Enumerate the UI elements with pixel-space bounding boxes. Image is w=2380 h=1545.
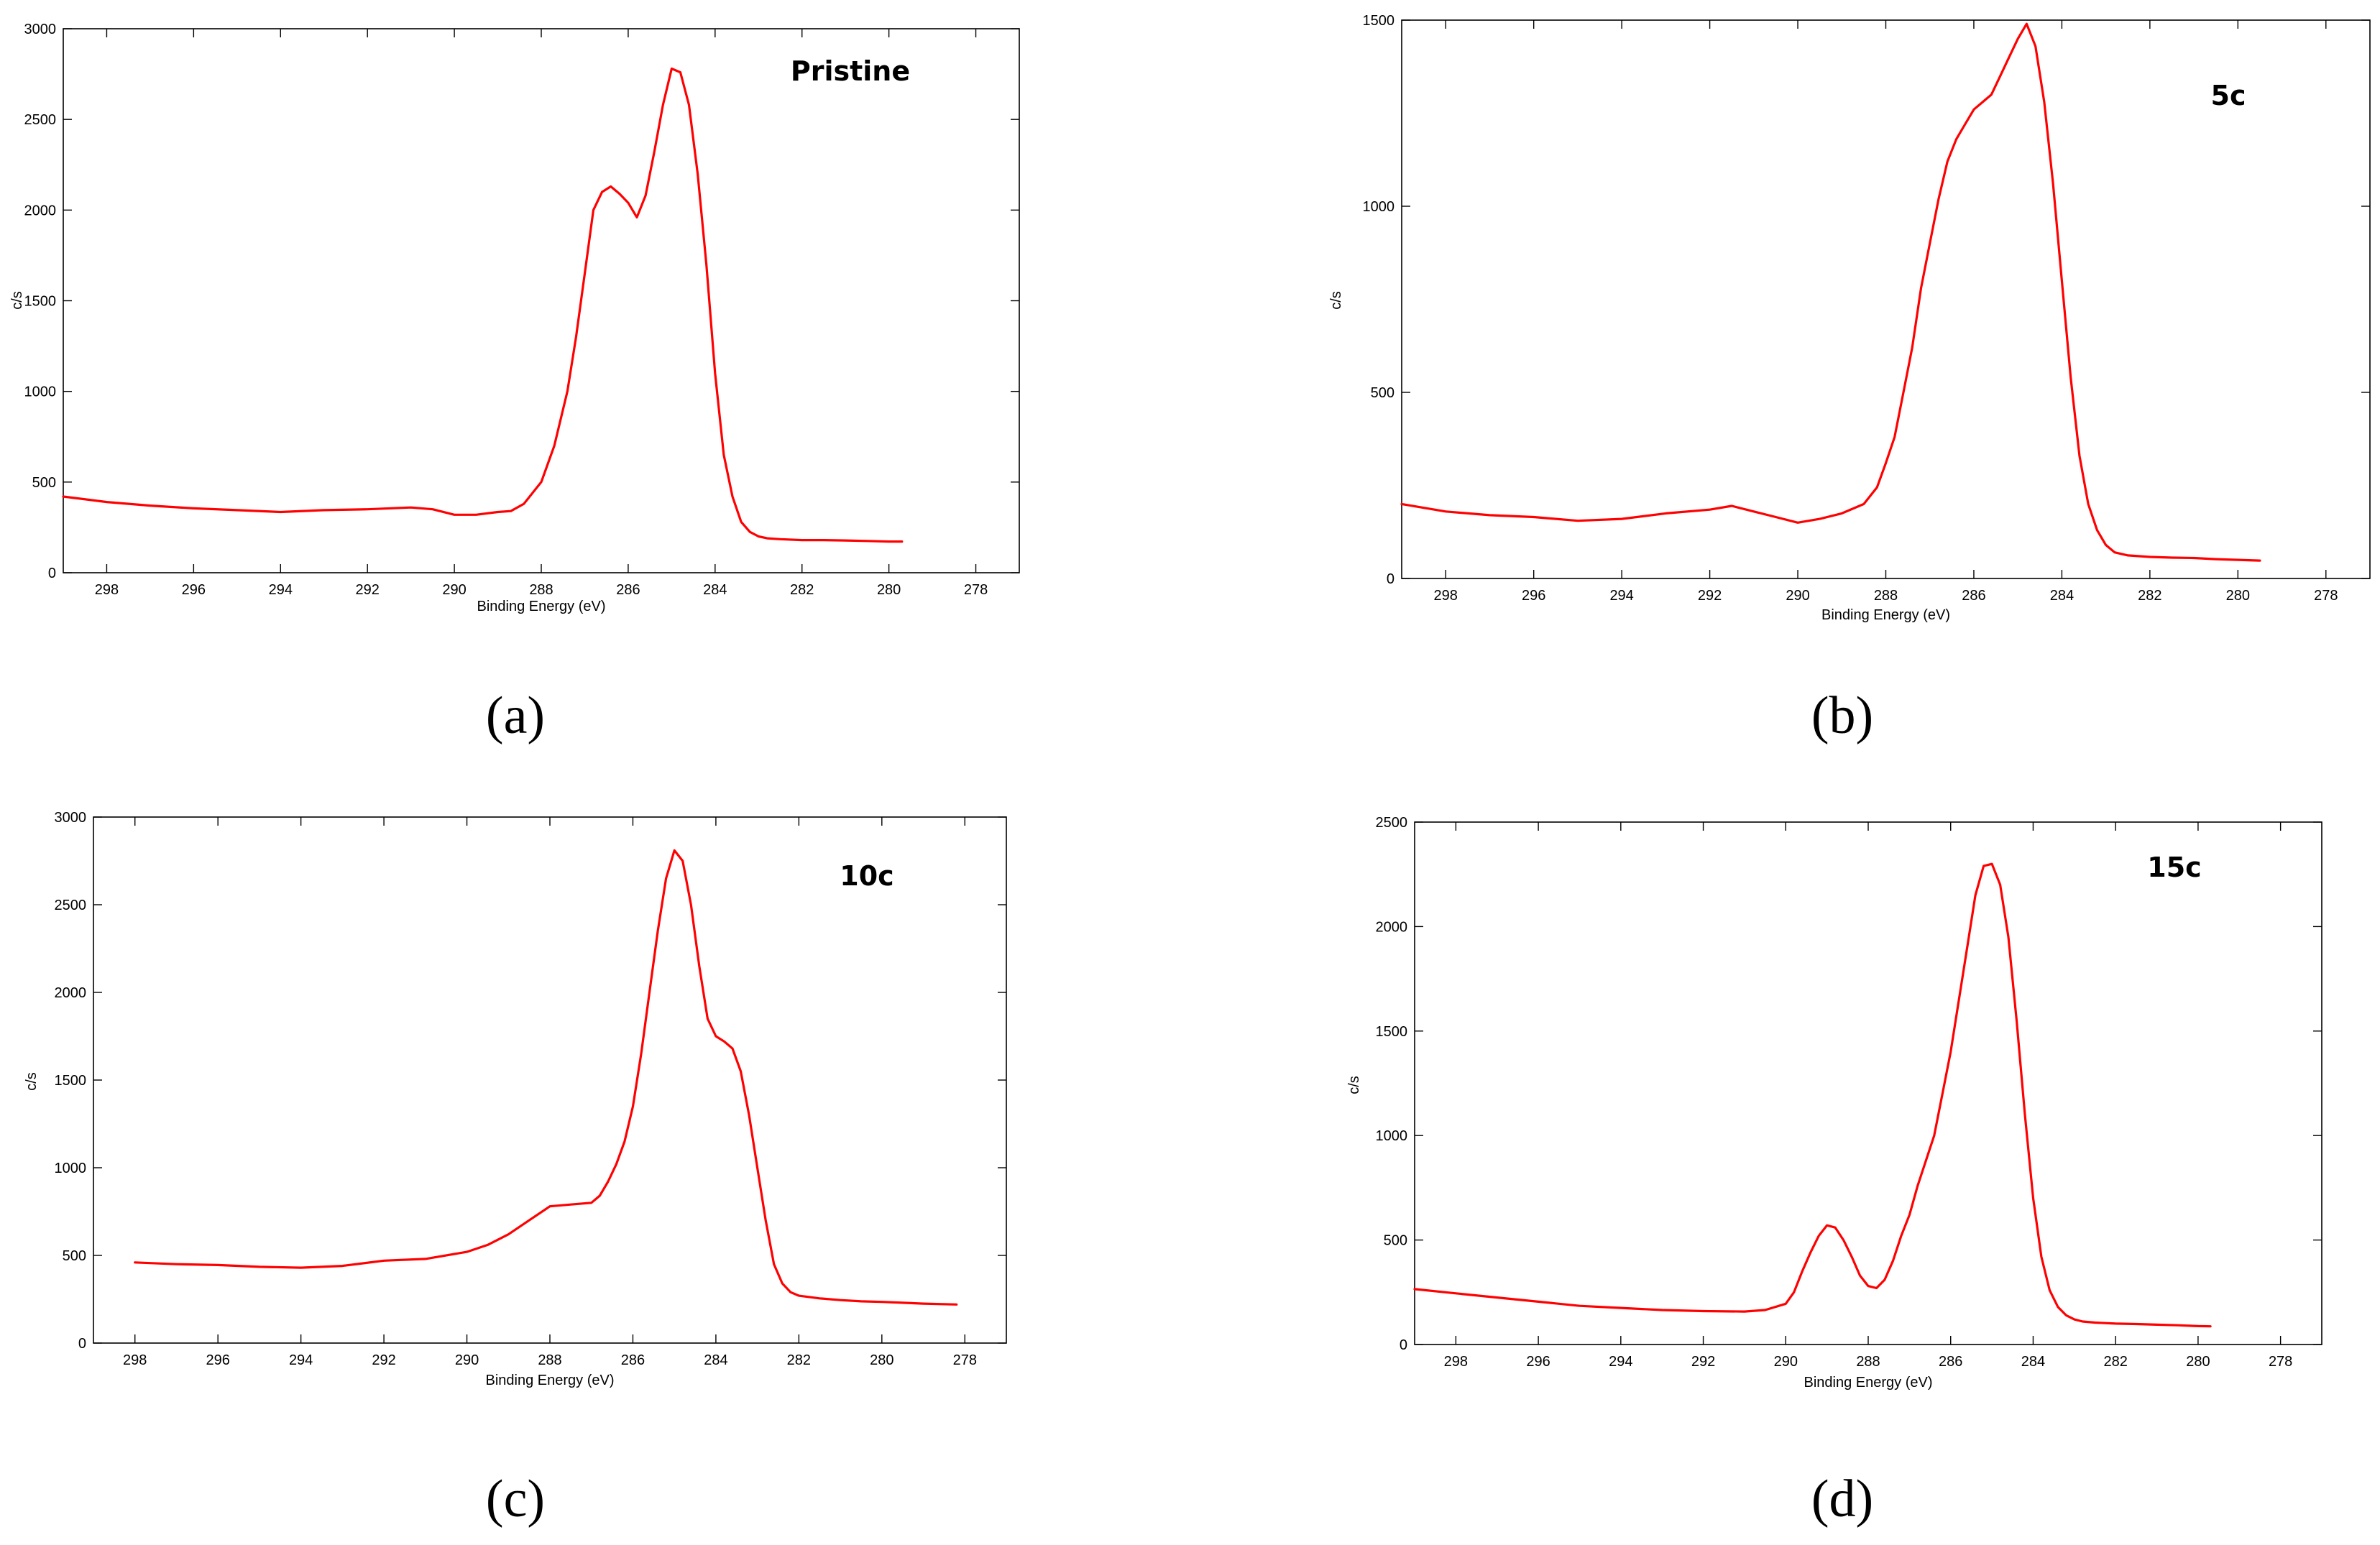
x-tick-label: 298 — [95, 582, 119, 598]
sample-annotation: 5c — [2211, 80, 2246, 111]
x-tick-label: 296 — [1522, 588, 1545, 604]
x-tick-label: 278 — [2269, 1354, 2292, 1370]
y-tick-label: 2500 — [24, 112, 57, 128]
chart-panel-d: 298 296 294 292 290 288 286 284 282 280 278 0 500 100… — [1346, 815, 2322, 1528]
y-axis-title: c/s — [1346, 1076, 1362, 1094]
x-tick-label: 294 — [1609, 588, 1633, 604]
x-tick-label: 288 — [529, 582, 553, 598]
x-tick-label: 280 — [877, 582, 901, 598]
x-tick-label: 280 — [2226, 588, 2250, 604]
x-tick-label: 278 — [964, 582, 988, 598]
x-tick-label: 282 — [2103, 1354, 2127, 1370]
y-tick-label: 0 — [1387, 571, 1395, 587]
x-tick-label: 294 — [1609, 1354, 1632, 1370]
y-tick-label: 2000 — [1376, 919, 1408, 935]
series-line — [1413, 862, 2212, 1328]
x-tick-label: 284 — [703, 582, 727, 598]
y-tick-label: 2500 — [1376, 815, 1408, 831]
x-tick-label: 290 — [442, 582, 466, 598]
x-tick-label: 284 — [704, 1352, 727, 1368]
x-tick-label: 290 — [455, 1352, 479, 1368]
y-tick-label: 0 — [1400, 1337, 1407, 1353]
x-tick-label: 298 — [1444, 1354, 1468, 1370]
y-tick-label: 2000 — [24, 203, 57, 218]
x-axis-title: Binding Energy (eV) — [486, 1373, 615, 1388]
x-tick-label: 292 — [1691, 1354, 1715, 1370]
x-tick-label: 298 — [1434, 588, 1458, 604]
x-tick-label: 284 — [2050, 588, 2074, 604]
plot-frame — [93, 816, 1007, 1344]
x-axis-title: Binding Energy (eV) — [1804, 1375, 1933, 1390]
panel-label: (d) — [1811, 1470, 1873, 1528]
x-tick-label: 290 — [1774, 1354, 1798, 1370]
chart-panel-a: 298 296 294 292 290 288 286 284 282 280 278 0 500 100… — [9, 22, 1020, 745]
chart-panel-b: 298 296 294 292 290 288 286 284 282 280 278 0 500 100… — [1328, 13, 2371, 745]
x-tick-label: 278 — [953, 1352, 977, 1368]
series-line — [1400, 22, 2261, 562]
x-tick-label: 288 — [1856, 1354, 1880, 1370]
x-tick-label: 290 — [1786, 588, 1809, 604]
y-tick-label: 1000 — [24, 384, 57, 400]
y-tick-label: 0 — [78, 1336, 86, 1352]
series-line — [134, 849, 958, 1306]
y-tick-label: 1500 — [1376, 1024, 1408, 1040]
y-axis-title: c/s — [9, 291, 25, 310]
x-tick-label: 296 — [182, 582, 206, 598]
y-tick-label: 3000 — [55, 810, 87, 826]
x-tick-label: 286 — [616, 582, 640, 598]
y-tick-label: 500 — [1371, 385, 1395, 401]
y-axis-title: c/s — [1328, 291, 1344, 310]
x-tick-label: 296 — [206, 1352, 229, 1368]
plot-frame — [63, 28, 1020, 573]
y-tick-label: 2000 — [55, 985, 87, 1001]
x-tick-label: 296 — [1526, 1354, 1550, 1370]
y-tick-label: 500 — [32, 475, 56, 491]
panel-label: (b) — [1811, 686, 1873, 745]
y-tick-label: 500 — [63, 1248, 86, 1264]
x-tick-label: 282 — [787, 1352, 811, 1368]
x-tick-label: 292 — [355, 582, 379, 598]
x-tick-label: 286 — [621, 1352, 645, 1368]
x-tick-label: 282 — [2138, 588, 2161, 604]
x-tick-label: 286 — [1962, 588, 1985, 604]
y-tick-label: 1000 — [1376, 1128, 1408, 1144]
x-tick-label: 294 — [289, 1352, 313, 1368]
x-tick-label: 280 — [870, 1352, 893, 1368]
x-tick-label: 298 — [123, 1352, 147, 1368]
panel-label: (a) — [486, 686, 545, 745]
x-tick-label: 278 — [2314, 588, 2338, 604]
plot-frame — [1414, 821, 2322, 1345]
y-tick-label: 500 — [1384, 1233, 1407, 1249]
x-tick-label: 292 — [1698, 588, 1722, 604]
y-tick-label: 1000 — [1363, 199, 1395, 215]
y-tick-label: 1500 — [1363, 13, 1395, 29]
x-tick-label: 294 — [269, 582, 293, 598]
x-tick-label: 286 — [1939, 1354, 1962, 1370]
y-tick-label: 0 — [48, 566, 56, 581]
sample-annotation: 10c — [840, 860, 893, 892]
x-tick-label: 288 — [1874, 588, 1898, 604]
y-axis-title: c/s — [24, 1072, 40, 1091]
chart-panel-c: 298 296 294 292 290 288 286 284 282 280 278 0 500 100… — [24, 810, 1007, 1528]
x-tick-label: 282 — [790, 582, 814, 598]
y-tick-label: 1500 — [24, 294, 57, 310]
series-line — [62, 67, 904, 543]
x-tick-label: 292 — [372, 1352, 395, 1368]
y-tick-label: 3000 — [24, 22, 57, 37]
x-tick-label: 284 — [2021, 1354, 2045, 1370]
y-tick-label: 1000 — [55, 1161, 87, 1176]
sample-annotation: Pristine — [791, 55, 910, 87]
y-tick-label: 1500 — [55, 1073, 87, 1089]
x-axis-title: Binding Energy (eV) — [477, 599, 606, 614]
x-tick-label: 288 — [538, 1352, 561, 1368]
x-tick-label: 280 — [2186, 1354, 2210, 1370]
sample-annotation: 15c — [2147, 852, 2201, 883]
y-tick-label: 2500 — [55, 898, 87, 913]
panel-label: (c) — [486, 1470, 545, 1528]
x-axis-title: Binding Energy (eV) — [1821, 607, 1950, 623]
